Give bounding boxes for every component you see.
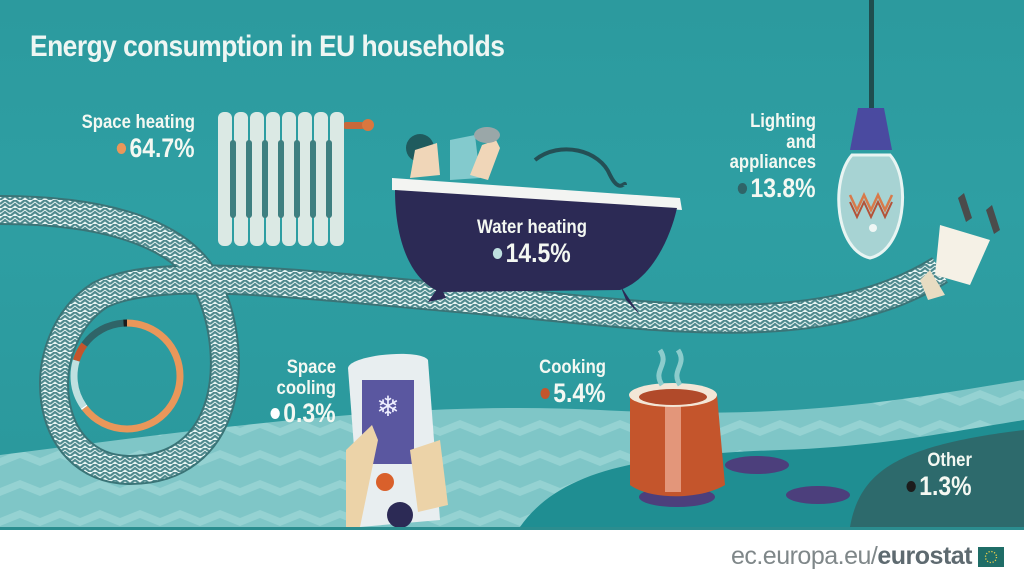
braided-cable <box>0 197 947 484</box>
water-heating-name: Water heating <box>477 217 587 238</box>
lighting-dot-icon <box>738 182 748 194</box>
footer: ec.europa.eu/eurostat <box>0 527 1024 585</box>
eu-flag-icon <box>978 547 1004 567</box>
space-cooling-name-line1: Space <box>286 357 336 378</box>
lighting-appliances-label: Lighting and appliances 13.8% <box>700 111 816 203</box>
lighting-name-line1: Lighting <box>750 111 816 132</box>
other-label: Other 1.3% <box>880 450 972 501</box>
space-cooling-name-line2: cooling <box>276 377 336 399</box>
space-heating-value: 64.7% <box>129 132 195 163</box>
space-heating-name: Space heating <box>81 112 195 133</box>
other-floor-patch <box>850 430 1024 527</box>
space-cooling-dot-icon <box>270 408 281 420</box>
space-heating-dot-icon <box>117 142 127 154</box>
radiator-icon <box>218 112 374 246</box>
space-heating-label: Space heating 64.7% <box>60 112 195 163</box>
footer-url-prefix: ec.europa.eu/ <box>730 542 878 570</box>
cooking-pot-icon <box>629 348 850 507</box>
other-dot-icon <box>906 480 917 492</box>
light-bulb-icon <box>837 0 904 260</box>
cooking-name: Cooking <box>539 357 606 378</box>
water-heating-value: 14.5% <box>505 237 571 268</box>
water-heating-dot-icon <box>493 247 503 259</box>
plug-icon <box>920 193 1000 300</box>
infographic-canvas: ❄ Energy consumption in EU households Sp… <box>0 0 1024 527</box>
svg-text:❄: ❄ <box>376 390 399 423</box>
cooking-dot-icon <box>540 387 551 399</box>
cooking-label: Cooking 5.4% <box>510 357 606 408</box>
space-cooling-value: 0.3% <box>283 398 336 429</box>
footer-url-brand: eurostat <box>877 542 972 570</box>
lighting-value: 13.8% <box>750 172 816 203</box>
donut-chart <box>70 319 184 433</box>
water-heating-label: Water heating 14.5% <box>462 217 602 268</box>
eurostat-link[interactable]: ec.europa.eu/eurostat <box>730 542 973 571</box>
page-title: Energy consumption in EU households <box>30 30 505 63</box>
bathtub-icon <box>392 127 682 315</box>
lighting-name-line3: appliances <box>729 152 816 174</box>
other-value: 1.3% <box>919 470 972 501</box>
lighting-name-line2: and <box>786 131 816 153</box>
illustration-layer: ❄ <box>0 0 1024 527</box>
cooking-value: 5.4% <box>553 377 606 408</box>
space-cooling-label: Space cooling 0.3% <box>230 357 336 429</box>
other-name: Other <box>927 450 972 471</box>
remote-control-icon: ❄ <box>346 353 448 527</box>
